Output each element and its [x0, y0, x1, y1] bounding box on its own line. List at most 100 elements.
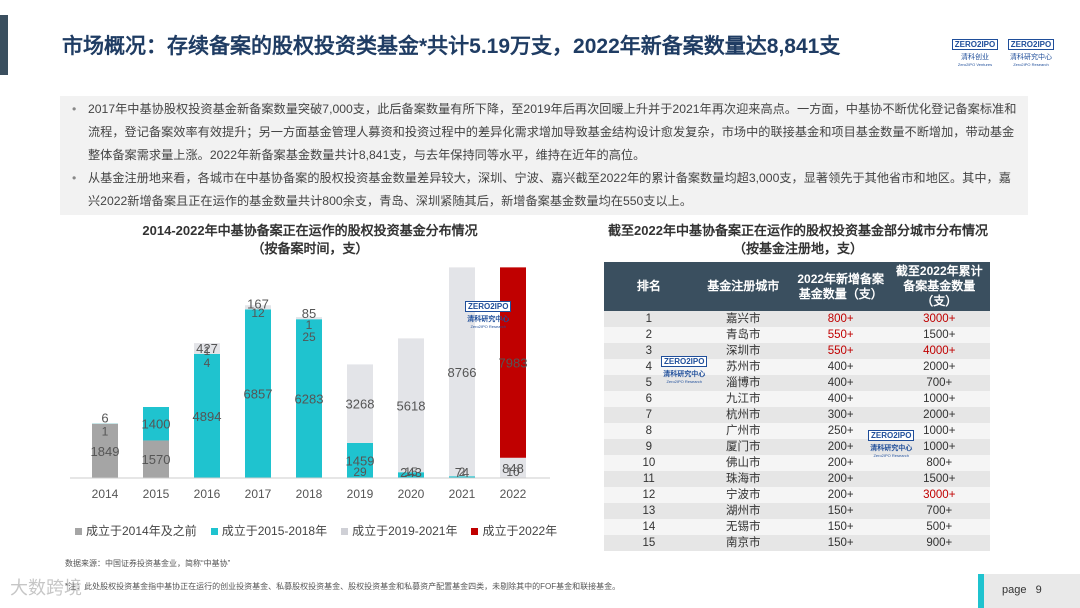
x-tick-label: 2017: [245, 487, 272, 501]
city-cell: 佛山市: [693, 455, 793, 471]
cumulative-cell: 1000+: [888, 391, 990, 407]
new-count-cell: 550+: [792, 343, 889, 359]
cumulative-cell: 1500+: [888, 471, 990, 487]
rank-cell: 3: [604, 343, 694, 359]
bullet-point: 2017年中基协股权投资基金新备案数量突破7,000支，此后备案数量有所下降，至…: [70, 98, 1018, 167]
footnote: *注：此处股权投资基金指中基协正在运行的创业投资基金、私募股权投资基金、股权投资…: [65, 582, 621, 591]
watermark-logo: ZERO2IPO 清科研究中心 Zero2IPO Research: [868, 425, 915, 458]
chart-legend: 成立于2014年及之前 成立于2015-2018年 成立于2019-2021年 成立于…: [75, 522, 557, 539]
city-cell: 九江市: [693, 391, 793, 407]
data-label: 8766: [448, 365, 477, 380]
rank-cell: 1: [604, 311, 694, 327]
bullet-point: 从基金注册地来看，各城市在中基协备案的股权投资基金数量差异较大，深圳、宁波、嘉兴…: [70, 167, 1018, 213]
data-source: 数据来源：中国证券投资基金业，简称“中基协”: [65, 559, 231, 568]
table-header-row: 排名 基金注册城市 2022年新增备案基金数量（支） 截至2022年累计备案基金…: [604, 262, 990, 311]
stacked-bar-chart: 1849612014157014002015489442714201668571…: [70, 267, 550, 501]
zero2ipo-ventures-logo: ZERO2IPO 清科创业 Zero2IPO Ventures: [951, 34, 999, 67]
new-count-cell: 400+: [792, 375, 889, 391]
cumulative-cell: 3000+: [888, 311, 990, 327]
cumulative-cell: 700+: [888, 375, 990, 391]
legend-swatch: [75, 528, 82, 535]
page-accent-bar: [978, 574, 984, 608]
cumulative-cell: 2000+: [888, 407, 990, 423]
city-cell: 厦门市: [693, 439, 793, 455]
table-row: 10 佛山市 200+ 800+: [604, 455, 990, 471]
new-count-cell: 150+: [792, 535, 889, 551]
bar-segment: [296, 319, 322, 478]
bar-segment: [194, 343, 220, 354]
header-city: 基金注册城市: [693, 262, 793, 311]
cumulative-cell: 2000+: [888, 359, 990, 375]
new-count-cell: 250+: [792, 423, 889, 439]
rank-cell: 15: [604, 535, 694, 551]
legend-item: 成立于2015-2018年: [210, 522, 327, 539]
x-tick-label: 2014: [92, 487, 119, 501]
left-chart-title: 2014-2022年中基协备案正在运作的股权投资基金分布情况 （按备案时间，支）: [142, 223, 478, 256]
data-label: 848: [502, 461, 524, 476]
cumulative-cell: 900+: [888, 535, 990, 551]
bar-segment: [500, 457, 526, 478]
city-cell: 南京市: [693, 535, 793, 551]
legend-swatch: [471, 528, 479, 535]
city-cell: 无锡市: [693, 519, 793, 535]
new-count-cell: 400+: [792, 391, 889, 407]
rank-cell: 14: [604, 519, 694, 535]
rank-cell: 9: [604, 439, 694, 455]
city-cell: 广州市: [693, 423, 793, 439]
overlay-watermark-text: 大数跨境: [10, 578, 82, 598]
rank-cell: 7: [604, 407, 694, 423]
bar-segment: [245, 305, 271, 310]
bar-segment: [500, 267, 526, 458]
legend-label: 成立于2022年: [482, 524, 558, 538]
data-label: 6: [101, 411, 108, 426]
x-tick-label: 2019: [347, 487, 374, 501]
bar-segment: [398, 472, 424, 478]
table-row: 11 珠海市 200+ 1500+: [604, 471, 990, 487]
data-label: 6857: [244, 387, 273, 402]
table-row: 2 青岛市 550+ 1500+: [604, 327, 990, 343]
legend-label: 成立于2014年及之前: [86, 524, 197, 538]
data-label: 1400: [142, 417, 171, 432]
new-count-cell: 200+: [792, 487, 889, 503]
x-tick-label: 2018: [296, 487, 323, 501]
new-count-cell: 200+: [792, 455, 889, 471]
city-cell: 苏州市: [693, 359, 793, 375]
city-cell: 淄博市: [693, 375, 793, 391]
data-label: 1: [306, 318, 313, 332]
data-label: 6283: [295, 392, 324, 407]
data-label: 167: [247, 296, 269, 311]
new-count-cell: 150+: [792, 503, 889, 519]
cumulative-cell: 800+: [888, 455, 990, 471]
x-tick-label: 2015: [143, 487, 170, 501]
bar-segment: [296, 317, 322, 320]
table-row: 4 苏州市 400+ 2000+: [604, 359, 990, 375]
city-cell: 深圳市: [693, 343, 793, 359]
header-accent-bar: [0, 15, 8, 75]
data-label: 4: [204, 356, 211, 370]
cumulative-cell: 3000+: [888, 487, 990, 503]
data-label: 5618: [397, 398, 426, 413]
city-cell: 珠海市: [693, 471, 793, 487]
new-count-cell: 150+: [792, 519, 889, 535]
data-label: 7983: [499, 356, 528, 371]
bar-segment: [194, 353, 220, 478]
rank-cell: 10: [604, 455, 694, 471]
city-cell: 青岛市: [693, 327, 793, 343]
legend-item: 成立于2014年及之前: [75, 522, 197, 539]
header-rank: 排名: [604, 262, 694, 311]
data-label: 1: [102, 425, 109, 439]
x-tick-label: 2021: [449, 487, 476, 501]
data-label: 3268: [346, 397, 375, 412]
table-row: 7 杭州市 300+ 2000+: [604, 407, 990, 423]
rank-cell: 12: [604, 487, 694, 503]
data-label: 1570: [142, 452, 171, 467]
header-new-2022: 2022年新增备案基金数量（支）: [792, 262, 889, 311]
legend-label: 成立于2019-2021年: [352, 524, 458, 538]
cumulative-cell: 1500+: [888, 327, 990, 343]
table-row: 3 深圳市 550+ 4000+: [604, 343, 990, 359]
table-row: 6 九江市 400+ 1000+: [604, 391, 990, 407]
data-label: 74: [455, 465, 469, 480]
city-cell: 杭州市: [693, 407, 793, 423]
rank-cell: 13: [604, 503, 694, 519]
new-count-cell: 550+: [792, 327, 889, 343]
